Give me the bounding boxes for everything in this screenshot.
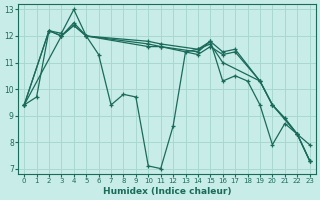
X-axis label: Humidex (Indice chaleur): Humidex (Indice chaleur) bbox=[103, 187, 231, 196]
